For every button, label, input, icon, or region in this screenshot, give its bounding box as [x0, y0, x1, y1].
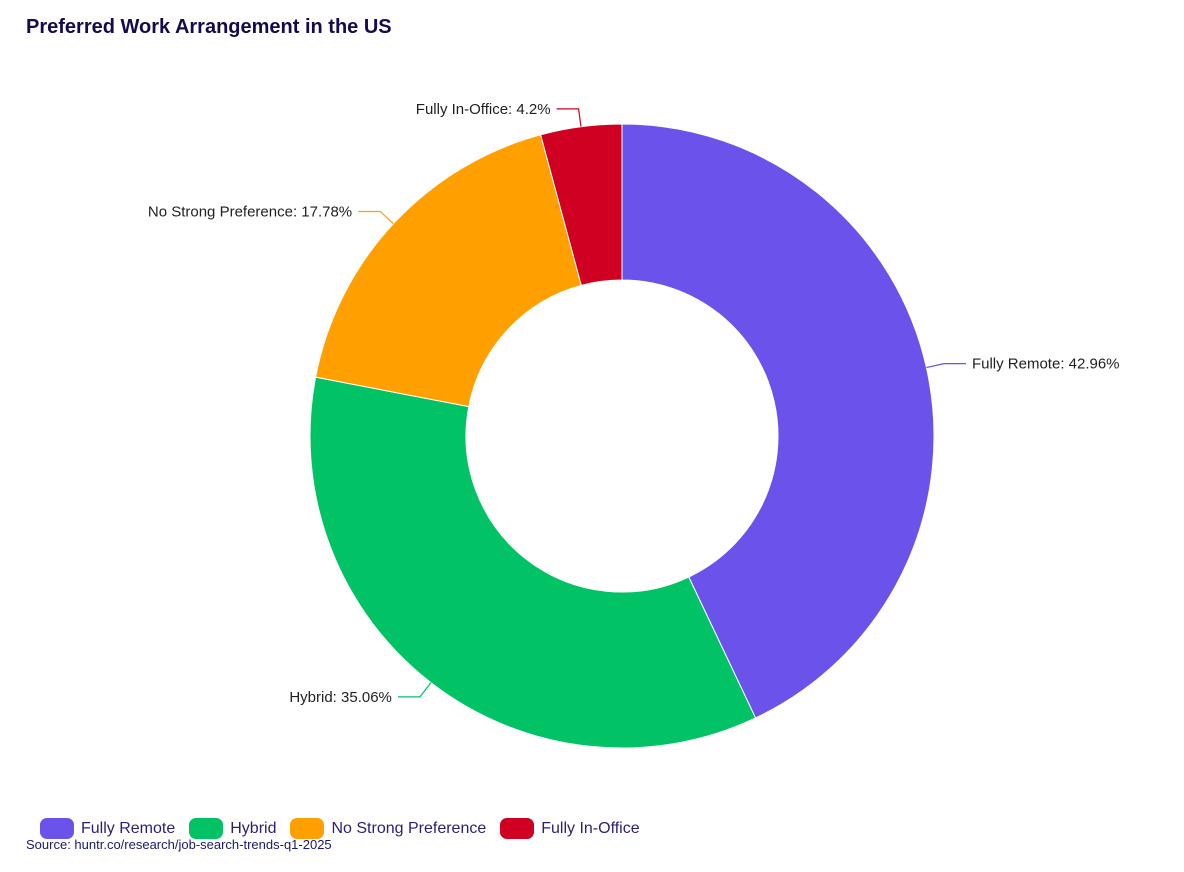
legend-label-no-strong-preference: No Strong Preference: [331, 819, 487, 837]
slice-label-no-strong-preference: No Strong Preference: 17.78%: [148, 203, 352, 220]
leader-line-fully-remote: [926, 363, 966, 369]
source-note: Source: huntr.co/research/job-search-tre…: [26, 837, 332, 852]
slice-fully-in-office: [540, 123, 623, 287]
legend-label-fully-in-office: Fully In-Office: [541, 819, 640, 837]
legend: Fully Remote Hybrid No Strong Preference Fu…: [40, 818, 654, 839]
legend-swatch-hybrid: [189, 818, 224, 839]
legend-item-fully-in-office[interactable]: Fully In-Office: [500, 818, 640, 839]
leader-line-fully-in-office: [556, 108, 582, 127]
slice-label-hybrid: Hybrid: 35.06%: [289, 689, 392, 706]
leader-line-no-strong-preference: [358, 210, 394, 225]
leader-line-hybrid: [397, 682, 432, 698]
legend-item-no-strong-preference[interactable]: No Strong Preference: [290, 818, 486, 839]
leader-lines-group: [358, 108, 966, 698]
slice-no-strong-preference: [315, 134, 582, 408]
legend-label-hybrid: Hybrid: [230, 819, 277, 837]
legend-swatch-fully-in-office: [500, 818, 535, 839]
donut-chart: Fully Remote: 42.96% Hybrid: 35.06% No Str…: [148, 101, 1120, 749]
chart-title: Preferred Work Arrangement in the US: [26, 16, 392, 38]
slice-hybrid: [309, 376, 757, 749]
slice-fully-remote: [621, 123, 935, 719]
slice-label-fully-in-office: Fully In-Office: 4.2%: [416, 101, 551, 118]
slice-label-fully-remote: Fully Remote: 42.96%: [972, 356, 1120, 373]
legend-item-hybrid[interactable]: Hybrid: [189, 818, 276, 839]
slices-group: [309, 123, 935, 749]
legend-swatch-no-strong-preference: [290, 818, 325, 839]
legend-item-fully-remote[interactable]: Fully Remote: [40, 818, 175, 839]
legend-swatch-fully-remote: [40, 818, 74, 839]
slice-labels-group: Fully Remote: 42.96% Hybrid: 35.06% No Str…: [148, 101, 1120, 706]
legend-label-fully-remote: Fully Remote: [81, 819, 176, 837]
